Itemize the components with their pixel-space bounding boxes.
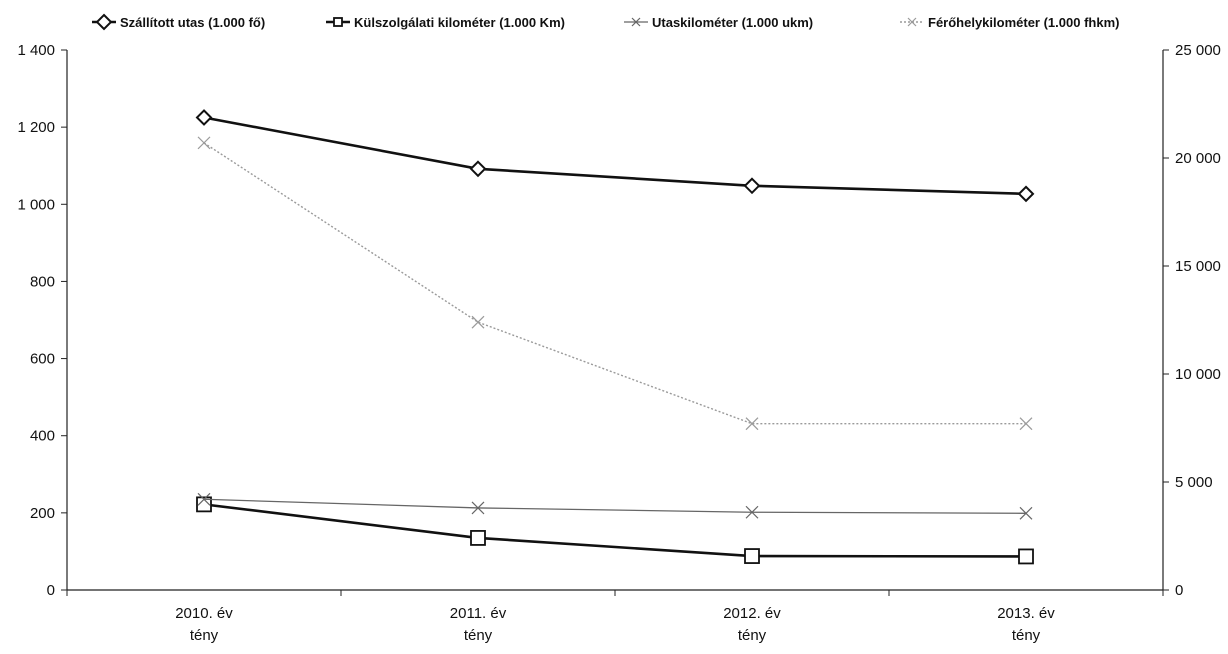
y-left-tick-label: 1 000 [17,196,55,213]
data-point-marker [745,505,759,519]
series-line [203,503,1027,558]
legend-item-1: Külszolgálati kilométer (1.000 Km) [326,15,565,30]
x-tick-label-line2: tény [738,627,767,644]
x-tick-label-line2: tény [190,627,219,644]
data-point-marker-stroke [1019,417,1033,431]
y-right-tick-label: 5 000 [1175,474,1213,491]
data-point-marker [196,496,212,513]
legend-swatch-marker [907,17,917,27]
y-left-tick-label: 600 [30,351,55,368]
legend-label: Szállított utas (1.000 fő) [120,15,265,30]
data-point-marker-stroke [471,501,485,515]
axes-layer: 0 200 400 600 800 1 000 1 200 1 400 0 5 000 10 000… [17,42,1220,644]
legend-item-0: Szállított utas (1.000 fő) [92,13,265,31]
y-right-tick-label: 25 000 [1175,42,1221,59]
legend-label: Férőhelykilométer (1.000 fhkm) [928,15,1119,30]
data-point-marker [197,492,211,506]
x-tick-label-line1: 2012. év [723,605,781,622]
legend-swatch-marker [95,13,113,31]
series-line [203,142,1026,425]
y-left-tick-label: 200 [30,505,55,522]
series-line [203,116,1027,196]
legend: Szállított utas (1.000 fő) Külszolgálati … [92,13,1119,31]
legend-item-2: Utaskilométer (1.000 ukm) [624,15,813,30]
data-point-marker [1019,417,1033,431]
series-line [203,498,1027,514]
data-point-marker [745,417,759,431]
data-point-marker [1019,506,1033,520]
x-tick-label-line1: 2010. év [175,605,233,622]
series-2 [197,492,1033,520]
data-point-marker-stroke [471,315,485,329]
data-point-marker [471,501,485,515]
legend-item-3: Férőhelykilométer (1.000 fhkm) [900,15,1119,30]
data-point-marker [469,160,487,178]
data-point-marker-stroke [1019,506,1033,520]
legend-swatch-marker [631,17,641,27]
y-right-tick-label: 0 [1175,582,1183,599]
data-point-marker [744,548,760,564]
y-left-tick-label: 800 [30,273,55,290]
data-point-marker [1018,548,1034,565]
y-right-tick-label: 10 000 [1175,366,1221,383]
legend-label: Külszolgálati kilométer (1.000 Km) [354,15,565,30]
y-left-tick-label: 1 400 [17,42,55,59]
data-point-marker [197,136,211,150]
y-left-tick-label: 400 [30,428,55,445]
x-tick-label-line1: 2013. év [997,605,1055,622]
legend-label: Utaskilométer (1.000 ukm) [652,15,813,30]
series-3 [197,136,1033,431]
legend-swatch-marker-stroke [631,17,641,27]
series-1 [196,496,1034,565]
y-left-tick-label: 1 200 [17,119,55,136]
series-0 [195,109,1035,203]
data-point-marker [1017,185,1035,203]
y-right-tick-label: 20 000 [1175,150,1221,167]
y-left-tick-label: 0 [47,582,55,599]
data-point-marker-stroke [745,505,759,519]
legend-swatch-marker-stroke [907,17,917,27]
x-tick-label-line2: tény [1012,627,1041,644]
y-right-tick-label: 15 000 [1175,258,1221,275]
legend-swatch-marker [333,17,343,27]
x-tick-label-line2: tény [464,627,493,644]
data-point-marker [743,177,761,195]
series-layer [195,109,1035,565]
data-point-marker [471,315,485,329]
x-tick-label-line1: 2011. év [450,605,507,622]
data-point-marker-stroke [745,417,759,431]
data-point-marker [470,530,486,546]
data-point-marker-stroke [197,492,211,506]
data-point-marker-stroke [197,136,211,150]
data-point-marker [195,109,213,126]
